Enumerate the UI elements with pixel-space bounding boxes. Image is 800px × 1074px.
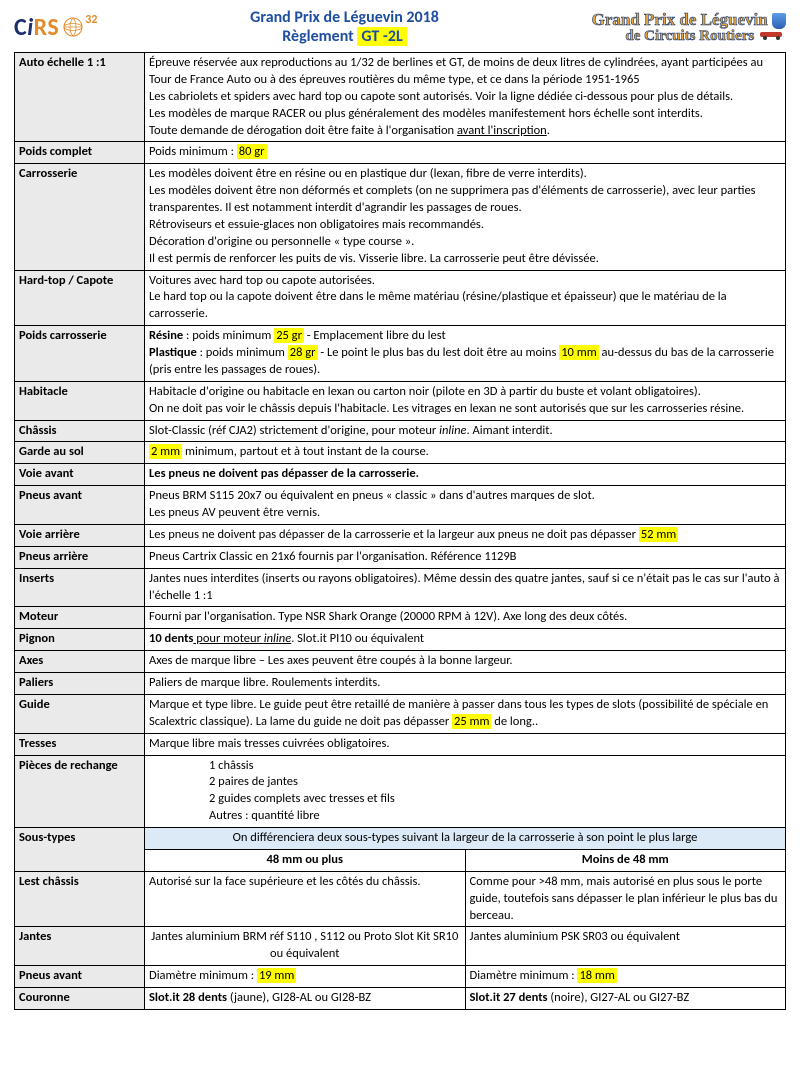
logo-right: Grand Prix de Léguevin de Circuits Routi… <box>592 11 786 44</box>
row-chassis: Châssis Slot-Classic (réf CJA2) strictem… <box>15 420 786 442</box>
logo-left: CiRS 32 <box>14 13 97 42</box>
row-auto: Auto échelle 1 :1 Épreuve réservée aux r… <box>15 53 786 142</box>
car-icon <box>758 30 786 40</box>
row-poids-carrosserie: Poids carrosserie Résine : poids minimum… <box>15 326 786 382</box>
row-lest: Lest châssis Autorisé sur la face supéri… <box>15 871 786 927</box>
row-hardtop: Hard-top / Capote Voitures avec hard top… <box>15 270 786 326</box>
header-title: Grand Prix de Léguevin 2018 Règlement GT… <box>97 8 591 46</box>
row-inserts: Inserts Jantes nues interdites (inserts … <box>15 568 786 607</box>
row-pieces: Pièces de rechange 1 châssis 2 paires de… <box>15 755 786 828</box>
row-pignon: Pignon 10 dents pour moteur inline. Slot… <box>15 629 786 651</box>
row-jantes: Jantes Jantes aluminium BRM réf S110 , S… <box>15 927 786 966</box>
row-voie-arriere: Voie arrière Les pneus ne doivent pas dé… <box>15 524 786 546</box>
row-garde: Garde au sol 2 mm minimum, partout et à … <box>15 442 786 464</box>
row-axes: Axes Axes de marque libre – Les axes peu… <box>15 651 786 673</box>
row-carrosserie: Carrosserie Les modèles doivent être en … <box>15 164 786 270</box>
row-poids-complet: Poids complet Poids minimum : 80 gr <box>15 142 786 164</box>
row-paliers: Paliers Paliers de marque libre. Rouleme… <box>15 673 786 695</box>
row-tresses: Tresses Marque libre mais tresses cuivré… <box>15 733 786 755</box>
row-habitacle: Habitacle Habitacle d'origine ou habitac… <box>15 381 786 420</box>
row-guide: Guide Marque et type libre. Le guide peu… <box>15 694 786 733</box>
globe-icon <box>61 15 85 39</box>
row-moteur: Moteur Fourni par l'organisation. Type N… <box>15 607 786 629</box>
title-line-1: Grand Prix de Léguevin 2018 <box>97 8 591 27</box>
row-voie-avant: Voie avant Les pneus ne doivent pas dépa… <box>15 464 786 486</box>
regulation-table: Auto échelle 1 :1 Épreuve réservée aux r… <box>14 52 786 1010</box>
cell-auto: Épreuve réservée aux reproductions au 1/… <box>145 53 786 142</box>
title-line-2: Règlement GT -2L <box>97 27 591 46</box>
header: CiRS 32 Grand Prix de Léguevin 2018 Règl… <box>14 8 786 46</box>
row-pneus-avant2: Pneus avant Diamètre minimum : 19 mm Dia… <box>15 966 786 988</box>
row-pneus-arriere: Pneus arrière Pneus Cartrix Classic en 2… <box>15 546 786 568</box>
label-auto: Auto échelle 1 :1 <box>15 53 145 142</box>
row-couronne: Couronne Slot.it 28 dents (jaune), GI28-… <box>15 988 786 1010</box>
row-sous-types-head: Sous-types On différenciera deux sous-ty… <box>15 828 786 850</box>
shield-icon <box>772 13 786 29</box>
row-pneus-avant: Pneus avant Pneus BRM S115 20x7 ou équiv… <box>15 486 786 525</box>
